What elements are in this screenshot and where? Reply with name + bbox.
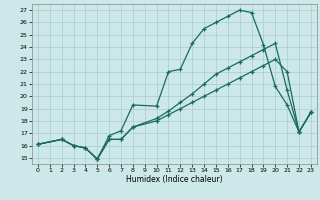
X-axis label: Humidex (Indice chaleur): Humidex (Indice chaleur) [126,175,223,184]
